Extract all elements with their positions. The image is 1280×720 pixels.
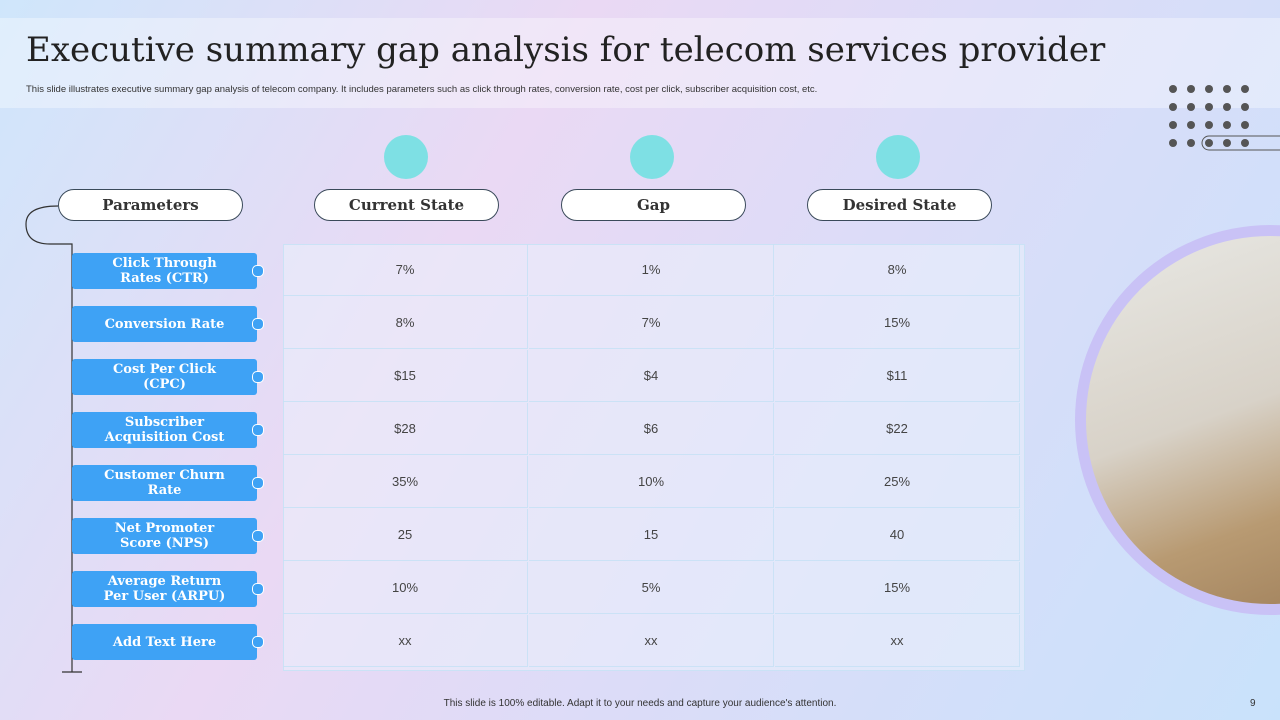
table-cell: $4 — [529, 350, 774, 402]
table-cell: 10% — [283, 562, 528, 614]
label-arrow — [252, 265, 264, 277]
table-cell: $11 — [775, 350, 1020, 402]
table-cell: 8% — [283, 297, 528, 349]
table-cell: 8% — [775, 244, 1020, 296]
icon — [384, 135, 428, 179]
column-header: Current State — [314, 189, 499, 221]
title: Executive summary gap analysis for telec… — [26, 30, 1106, 70]
column-header: Desired State — [807, 189, 992, 221]
page-number: 9 — [1250, 698, 1256, 709]
subtitle: This slide illustrates executive summary… — [26, 84, 818, 95]
label-arrow — [252, 530, 264, 542]
label-arrow — [252, 371, 264, 383]
table-cell: $6 — [529, 403, 774, 455]
table-cell: 10% — [529, 456, 774, 508]
table-cell: 7% — [283, 244, 528, 296]
table-cell: 40 — [775, 509, 1020, 561]
label-arrow — [252, 424, 264, 436]
parameter-label: Add Text Here — [72, 624, 257, 660]
label-arrow — [252, 636, 264, 648]
table-area — [283, 244, 1025, 671]
table-cell: 15% — [775, 297, 1020, 349]
icon — [630, 135, 674, 179]
table-cell: xx — [283, 615, 528, 667]
table-cell: $22 — [775, 403, 1020, 455]
parameter-label: Conversion Rate — [72, 306, 257, 342]
table-cell: $28 — [283, 403, 528, 455]
column-header: Parameters — [58, 189, 243, 221]
table-cell: 7% — [529, 297, 774, 349]
table-cell: 25 — [283, 509, 528, 561]
table-cell: 5% — [529, 562, 774, 614]
parameter-label: Click Through Rates (CTR) — [72, 253, 257, 289]
parameter-label: Net Promoter Score (NPS) — [72, 518, 257, 554]
table-cell: 15 — [529, 509, 774, 561]
label-arrow — [252, 318, 264, 330]
table-cell: 15% — [775, 562, 1020, 614]
column-header: Gap — [561, 189, 746, 221]
photo — [1086, 236, 1280, 604]
dot-grid — [1169, 85, 1280, 151]
header-band — [0, 18, 1280, 108]
parameter-label: Subscriber Acquisition Cost — [72, 412, 257, 448]
icon — [876, 135, 920, 179]
parameter-label: Customer Churn Rate — [72, 465, 257, 501]
label-arrow — [252, 477, 264, 489]
label-arrow — [252, 583, 264, 595]
table-cell: 35% — [283, 456, 528, 508]
footer-note: This slide is 100% editable. Adapt it to… — [443, 698, 837, 709]
table-cell: xx — [775, 615, 1020, 667]
table-cell: xx — [529, 615, 774, 667]
connector — [25, 205, 82, 673]
table-cell: 25% — [775, 456, 1020, 508]
parameter-label: Average Return Per User (ARPU) — [72, 571, 257, 607]
table-cell: $15 — [283, 350, 528, 402]
table-cell: 1% — [529, 244, 774, 296]
parameter-label: Cost Per Click (CPC) — [72, 359, 257, 395]
